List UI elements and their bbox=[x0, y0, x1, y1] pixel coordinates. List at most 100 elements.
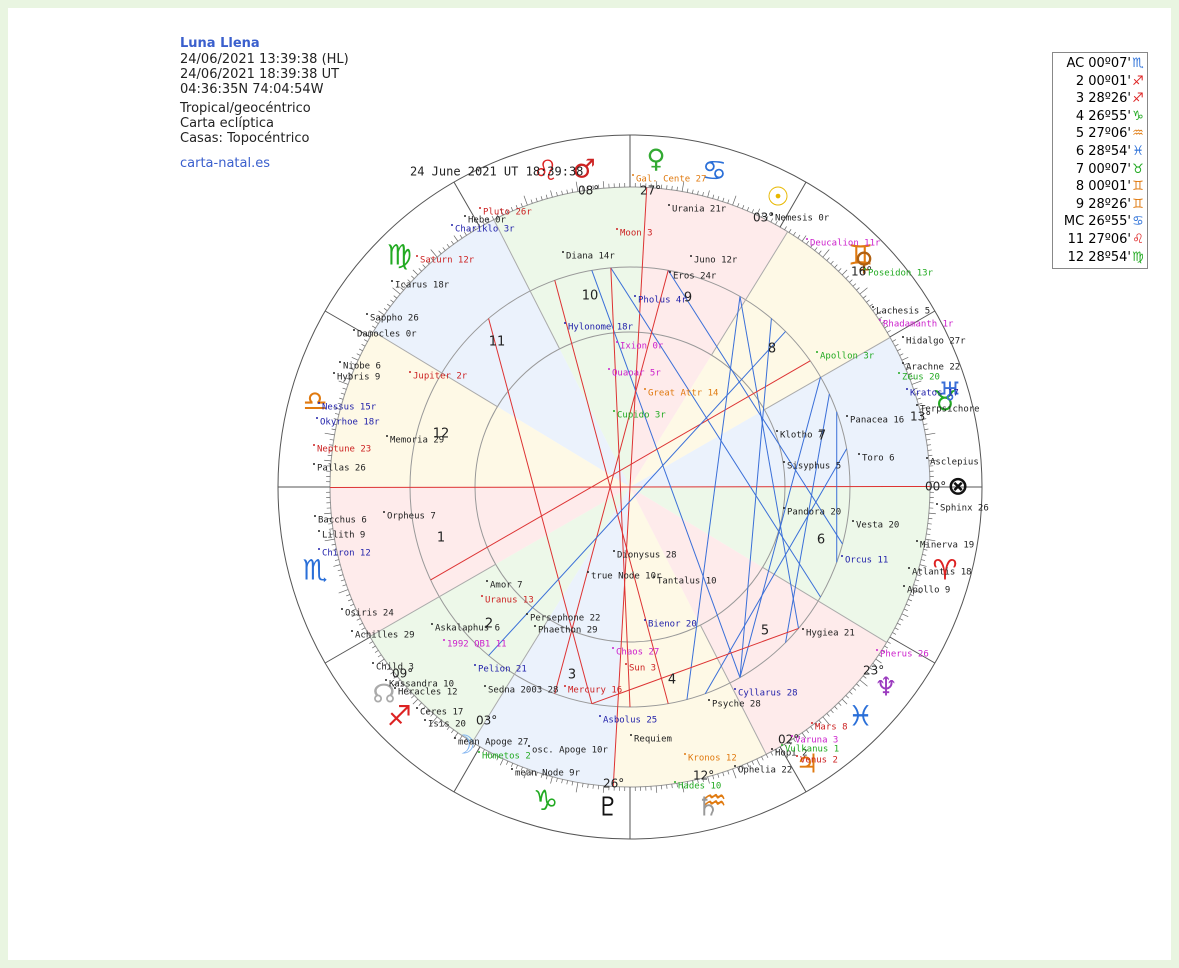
zodiac-sign: ♐ bbox=[387, 700, 412, 733]
degree-tick bbox=[849, 279, 853, 283]
header-line: Casas: Topocéntrico bbox=[180, 131, 310, 146]
body-label: Pholus 4r bbox=[638, 296, 687, 306]
degree-tick bbox=[924, 543, 929, 546]
degree-tick bbox=[894, 627, 899, 631]
label-dot bbox=[564, 322, 566, 324]
degree-tick bbox=[332, 423, 337, 425]
planet-degree: 09° bbox=[392, 667, 413, 681]
degree-tick bbox=[442, 723, 446, 727]
degree-tick bbox=[372, 645, 376, 649]
house-number: 6 bbox=[817, 533, 825, 548]
label-dot bbox=[781, 744, 783, 746]
degree-tick bbox=[369, 641, 374, 644]
planet-glyph: ♆ bbox=[874, 673, 897, 703]
label-dot bbox=[902, 362, 904, 364]
degree-tick bbox=[333, 564, 341, 567]
degree-tick bbox=[333, 554, 338, 556]
degree-tick bbox=[348, 372, 352, 375]
house-cusp bbox=[762, 566, 887, 643]
degree-tick bbox=[571, 188, 574, 193]
body-label: Arachne 22 bbox=[906, 363, 960, 373]
degree-tick bbox=[908, 372, 912, 375]
cusp-row: 5 27º06'♒ bbox=[1055, 125, 1145, 143]
planet-degree: 00° bbox=[925, 480, 946, 494]
header-line: 04:36:35N 74:04:54W bbox=[180, 82, 324, 97]
body-label: Ophelia 22 bbox=[738, 766, 792, 776]
degree-tick bbox=[451, 240, 454, 245]
label-dot bbox=[902, 336, 904, 338]
degree-tick bbox=[540, 196, 543, 201]
label-dot bbox=[409, 371, 411, 373]
degree-tick bbox=[400, 683, 404, 687]
degree-tick bbox=[727, 770, 730, 775]
degree-tick bbox=[496, 756, 499, 761]
degree-tick bbox=[916, 397, 921, 400]
label-dot bbox=[333, 372, 335, 374]
degree-tick bbox=[919, 564, 927, 567]
degree-tick bbox=[826, 713, 830, 717]
label-dot bbox=[644, 388, 646, 390]
sign-boundary bbox=[453, 181, 481, 228]
body-label: Hidalgo 27r bbox=[906, 337, 966, 347]
body-label: Tantalus 10 bbox=[657, 577, 717, 587]
body-label: Pluto 26r bbox=[483, 208, 532, 218]
degree-tick bbox=[686, 188, 689, 193]
degree-tick bbox=[903, 608, 908, 611]
label-dot bbox=[841, 555, 843, 557]
body-label: Achilles 29 bbox=[355, 631, 415, 641]
degree-tick bbox=[922, 418, 927, 420]
degree-tick bbox=[374, 321, 379, 324]
degree-tick bbox=[671, 784, 673, 789]
cusp-sign: ♊ bbox=[1132, 196, 1144, 212]
label-dot bbox=[903, 585, 905, 587]
degree-tick bbox=[378, 658, 385, 664]
label-dot bbox=[394, 687, 396, 689]
body-label: Apollo 9 bbox=[907, 586, 950, 596]
cusp-degree: 26º55' bbox=[1088, 108, 1131, 124]
degree-tick bbox=[901, 356, 909, 361]
degree-tick bbox=[351, 356, 359, 361]
degree-tick bbox=[925, 432, 936, 436]
degree-tick bbox=[793, 738, 796, 743]
body-label: Kassandra 10 bbox=[389, 680, 454, 690]
house-cusp bbox=[711, 231, 789, 356]
body-label: Sun 3 bbox=[629, 664, 656, 674]
degree-tick bbox=[392, 287, 401, 295]
degree-tick bbox=[810, 244, 814, 248]
degree-tick bbox=[491, 215, 495, 220]
cusp-sign: ♐ bbox=[1132, 91, 1144, 107]
degree-tick bbox=[921, 559, 926, 561]
cusp-sign: ♓ bbox=[1132, 143, 1144, 159]
site-link[interactable]: carta-natal.es bbox=[180, 156, 270, 171]
cusp-label: 3 bbox=[1075, 91, 1085, 107]
degree-tick bbox=[686, 781, 689, 786]
label-dot bbox=[684, 753, 686, 755]
cusp-sign: ♊ bbox=[1132, 179, 1144, 195]
body-label: Askalaphus 6 bbox=[435, 624, 500, 634]
degree-tick bbox=[852, 283, 857, 287]
degree-tick bbox=[459, 735, 463, 740]
degree-tick bbox=[523, 768, 528, 779]
body-label: Pallas 26 bbox=[317, 464, 366, 474]
degree-tick bbox=[430, 257, 434, 261]
degree-tick bbox=[329, 533, 334, 535]
degree-tick bbox=[571, 781, 574, 786]
degree-tick bbox=[407, 279, 411, 283]
degree-tick bbox=[909, 594, 914, 597]
degree-tick bbox=[903, 363, 908, 366]
label-dot bbox=[486, 580, 488, 582]
degree-tick bbox=[712, 194, 715, 199]
body-label: Ceres 17 bbox=[420, 708, 463, 718]
degree-tick bbox=[913, 387, 918, 390]
cusp-sign: ♏ bbox=[1132, 56, 1144, 71]
timestamp: 24 June 2021 UT 18:39:38 bbox=[410, 165, 583, 179]
degree-tick bbox=[788, 229, 792, 233]
label-dot bbox=[791, 735, 793, 737]
degree-tick bbox=[732, 768, 737, 779]
zodiac-sign: ♉ bbox=[932, 385, 957, 418]
degree-tick bbox=[361, 627, 366, 631]
degree-tick bbox=[765, 754, 769, 759]
degree-tick bbox=[468, 741, 472, 745]
body-label: Dionysus 28 bbox=[617, 551, 677, 561]
label-dot bbox=[474, 664, 476, 666]
